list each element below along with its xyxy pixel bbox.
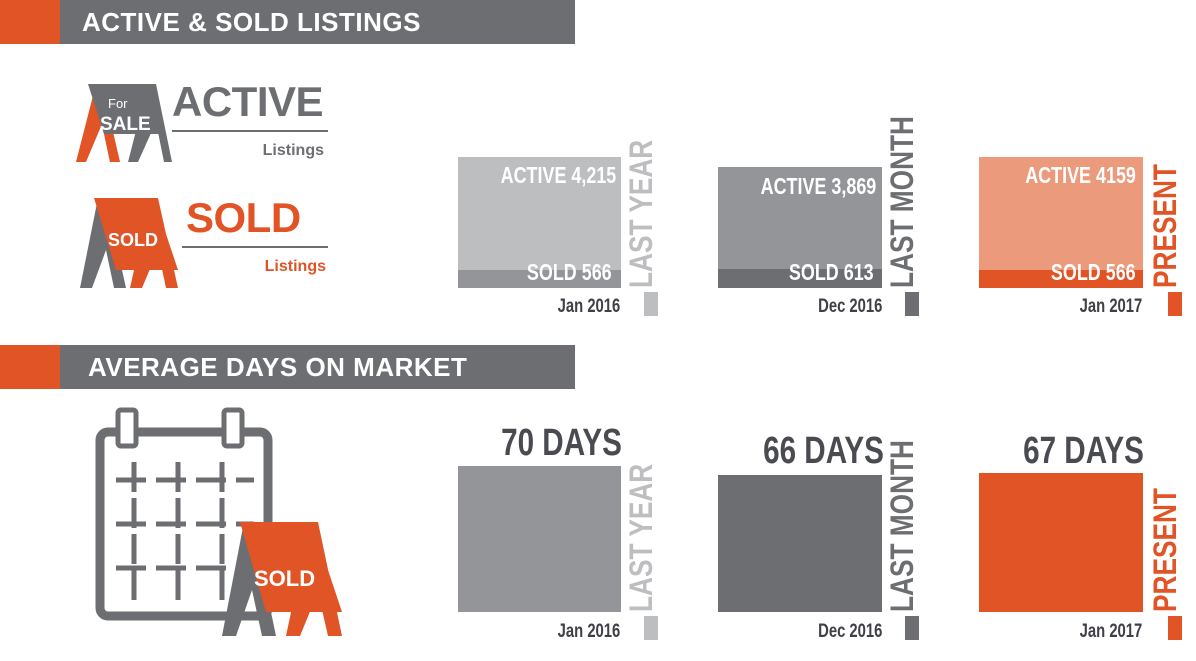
legend-sold-subtitle: Listings	[264, 258, 326, 275]
sold-bar	[979, 270, 1143, 288]
period-label: PRESENT	[1147, 488, 1183, 612]
sign-sold-text: SOLD	[108, 230, 159, 250]
legend-active-title: ACTIVE	[172, 78, 324, 125]
sold-label: SOLD 566	[1051, 259, 1136, 285]
section-title-days: AVERAGE DAYS ON MARKET	[88, 352, 468, 382]
period-label-wrap: LAST YEAR	[623, 463, 659, 612]
period-label: LAST MONTH	[884, 116, 920, 288]
category-label: Jan 2017	[1079, 296, 1142, 317]
days-label: 66 DAYS	[763, 430, 884, 472]
active-label: ACTIVE 4,215	[500, 162, 616, 188]
days-bar	[718, 475, 882, 612]
period-label-wrap: LAST YEAR	[623, 139, 659, 288]
active-label: ACTIVE 4159	[1025, 162, 1136, 188]
period-label-wrap: PRESENT	[1147, 164, 1183, 288]
category-label: Dec 2016	[817, 296, 882, 317]
days-banner: AVERAGE DAYS ON MARKET	[60, 345, 575, 389]
listings-banner-accent	[0, 0, 60, 44]
period-label-wrap: LAST MONTH	[884, 440, 920, 612]
active-bar	[458, 157, 621, 288]
calendar-sold-sign-icon	[222, 522, 342, 636]
period-marker	[905, 292, 919, 316]
period-label: LAST MONTH	[884, 440, 920, 612]
calendar-icon	[95, 407, 273, 621]
sign-for-text: For	[108, 96, 128, 111]
period-label: LAST YEAR	[623, 139, 659, 288]
category-label: Jan 2016	[557, 621, 620, 642]
period-label: LAST YEAR	[623, 463, 659, 612]
days-label: 70 DAYS	[501, 422, 622, 464]
period-marker	[1168, 616, 1182, 640]
days-banner-accent	[0, 345, 60, 389]
category-label: Jan 2016	[557, 296, 620, 317]
for-sale-sign-icon	[76, 84, 172, 162]
period-marker	[644, 292, 658, 316]
calendar-sign-sold-text: SOLD	[254, 566, 316, 591]
legend-active-subtitle: Listings	[262, 142, 324, 159]
period-label-wrap: PRESENT	[1147, 488, 1183, 612]
period-label-wrap: LAST MONTH	[884, 116, 920, 288]
legend-active-rule	[172, 130, 328, 132]
sold-label: SOLD 566	[527, 259, 612, 285]
legend-sold-title: SOLD	[186, 194, 301, 241]
days-label: 67 DAYS	[1023, 430, 1144, 472]
listings-banner: ACTIVE & SOLD LISTINGS	[60, 0, 575, 44]
active-label: ACTIVE 3,869	[760, 173, 876, 199]
days-bar	[979, 473, 1143, 612]
period-marker	[644, 616, 658, 640]
sold-bar	[458, 270, 621, 288]
period-marker	[1168, 292, 1182, 316]
sign-sale-text: SALE	[100, 114, 151, 135]
active-bar	[979, 157, 1143, 288]
category-label: Jan 2017	[1079, 621, 1142, 642]
sold-sign-icon	[80, 198, 178, 288]
sold-bar	[718, 269, 882, 288]
period-label: PRESENT	[1147, 164, 1183, 288]
days-bar	[458, 466, 621, 612]
period-marker	[905, 616, 919, 640]
active-bar	[718, 167, 882, 288]
legend-sold-rule	[182, 246, 328, 248]
sold-label: SOLD 613	[789, 259, 874, 285]
category-label: Dec 2016	[817, 621, 882, 642]
section-title-listings: ACTIVE & SOLD LISTINGS	[82, 7, 421, 37]
